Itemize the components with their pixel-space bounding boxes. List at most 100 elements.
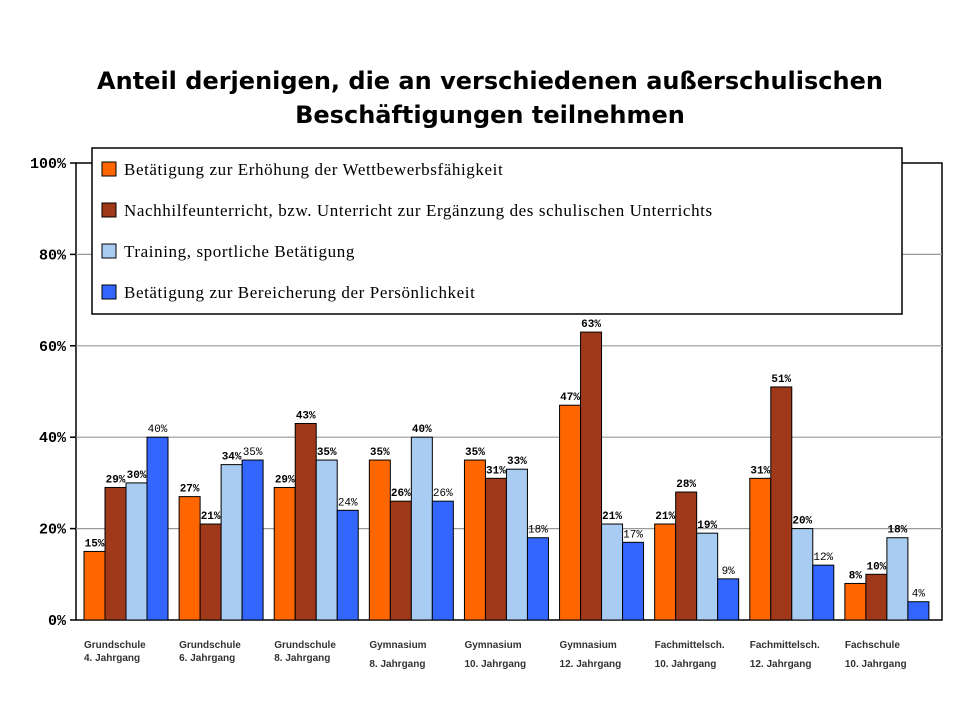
bar-value-label: 19% (697, 520, 717, 532)
category-label-school: Fachschule (845, 640, 900, 651)
bar (654, 523, 677, 621)
bar-value-label: 10% (866, 561, 886, 573)
bar-value-label: 63% (581, 319, 601, 331)
bar-value-label: 43% (296, 410, 316, 422)
bar-value-label: 9% (722, 566, 736, 578)
bar (199, 523, 222, 621)
bar (294, 422, 317, 621)
bar (146, 436, 169, 621)
category-label-school: Fachmittelsch. (655, 640, 725, 651)
bar-value-label: 51% (771, 374, 791, 386)
bar-value-label: 20% (792, 516, 812, 528)
chart-title-line-2: Beschäftigungen teilnehmen (295, 101, 685, 129)
bar (812, 564, 835, 621)
y-tick-label: 100% (30, 156, 67, 173)
bar (559, 404, 582, 621)
bar (484, 477, 507, 621)
bar-value-label: 29% (275, 474, 295, 486)
bar (220, 464, 243, 621)
bar (580, 331, 603, 621)
category-label-school: Grundschule (274, 640, 336, 651)
category-label-grade: 10. Jahrgang (464, 659, 526, 670)
category-label-school: Fachmittelsch. (750, 640, 820, 651)
bar-value-label: 35% (465, 447, 485, 459)
bar-value-label: 34% (222, 452, 242, 464)
bar (844, 582, 867, 621)
category-label-grade: 10. Jahrgang (655, 659, 717, 670)
bar-value-label: 31% (750, 465, 770, 477)
legend-box (91, 147, 903, 315)
bar (886, 537, 909, 621)
bar (526, 537, 549, 621)
category-label-grade: 8. Jahrgang (274, 653, 330, 664)
bar-value-label: 15% (85, 538, 105, 550)
category-label-grade: 8. Jahrgang (369, 659, 425, 670)
bar-value-label: 35% (370, 447, 390, 459)
category-label-school: Grundschule (84, 640, 146, 651)
bar-value-label: 8% (849, 570, 863, 582)
category-label-school: Gymnasium (369, 640, 426, 651)
category-label-grade: 12. Jahrgang (750, 659, 812, 670)
bar (273, 486, 296, 621)
bar (178, 496, 201, 621)
bar-value-label: 27% (180, 484, 200, 496)
bar (717, 578, 740, 621)
bar (368, 459, 391, 621)
y-tick-label: 0% (48, 613, 67, 630)
bar-value-label: 40% (148, 424, 168, 436)
category-label-grade: 12. Jahrgang (560, 659, 622, 670)
category-label-grade: 10. Jahrgang (845, 659, 907, 670)
legend-swatch (101, 243, 117, 259)
bar-value-label: 40% (412, 424, 432, 436)
bar (431, 500, 454, 621)
bar-value-label: 21% (201, 511, 221, 523)
category-label-school: Gymnasium (464, 640, 521, 651)
bar (675, 491, 698, 621)
legend-label: Training, sportliche Betätigung (124, 242, 355, 261)
legend-swatch (101, 161, 117, 177)
bar-value-label: 21% (602, 511, 622, 523)
bar (791, 528, 814, 621)
bar (770, 386, 793, 621)
bar (315, 459, 338, 621)
bar-value-label: 21% (655, 511, 675, 523)
bar (907, 601, 930, 621)
category-label-school: Gymnasium (560, 640, 617, 651)
bar (865, 573, 888, 621)
category-label-grade: 6. Jahrgang (179, 653, 235, 664)
bar-value-label: 47% (560, 392, 580, 404)
bar-value-label: 18% (887, 525, 907, 537)
bar-value-label: 18% (528, 525, 548, 537)
bar (104, 486, 127, 621)
category-label-grade: 4. Jahrgang (84, 653, 140, 664)
bar (749, 477, 772, 621)
bar (505, 468, 528, 621)
bar-value-label: 26% (391, 488, 411, 500)
bar-value-label: 31% (486, 465, 506, 477)
bar-value-label: 30% (127, 470, 147, 482)
bar (601, 523, 624, 621)
bar-value-label: 26% (433, 488, 453, 500)
legend-label: Betätigung zur Bereicherung der Persönli… (124, 283, 475, 302)
bar-value-label: 33% (507, 456, 527, 468)
legend-label: Nachhilfeunterricht, bzw. Unterricht zur… (124, 201, 713, 220)
bar-value-label: 28% (676, 479, 696, 491)
y-tick-label: 80% (39, 247, 67, 264)
y-tick-label: 20% (39, 522, 67, 539)
bar (83, 550, 106, 621)
legend-swatch (101, 284, 117, 300)
bar (463, 459, 486, 621)
bar-value-label: 17% (623, 529, 643, 541)
bar (622, 541, 645, 621)
y-tick-label: 60% (39, 339, 67, 356)
bar-value-label: 24% (338, 497, 358, 509)
bar (389, 500, 412, 621)
bar-value-label: 4% (912, 589, 926, 601)
bar (336, 509, 359, 621)
bar (125, 482, 148, 621)
legend-swatch (101, 202, 117, 218)
bar (696, 532, 719, 621)
bar-value-label: 12% (813, 552, 833, 564)
bar-value-label: 35% (317, 447, 337, 459)
